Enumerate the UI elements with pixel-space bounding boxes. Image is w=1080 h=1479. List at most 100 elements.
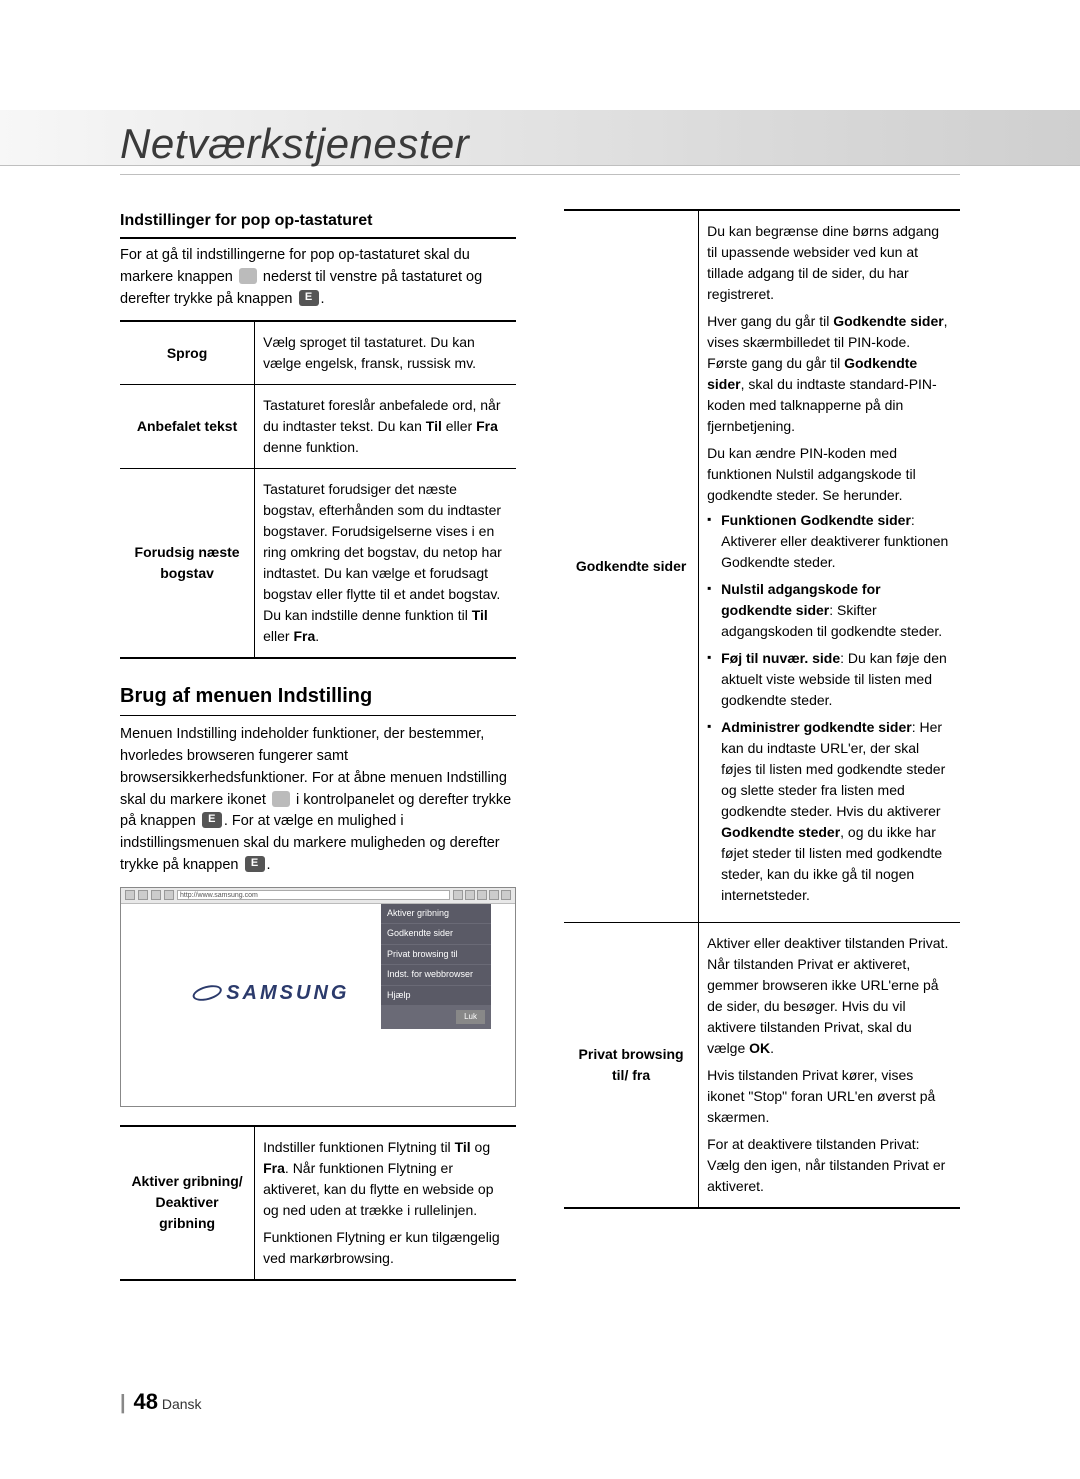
menu-item: Aktiver gribning [381, 904, 491, 925]
menu-item: Godkendte sider [381, 924, 491, 945]
table-val: Vælg sproget til tastaturet. Du kan vælg… [255, 321, 516, 385]
bold: Fra [293, 628, 315, 644]
table-val: Tastaturet forudsiger det næste bogstav,… [255, 469, 516, 659]
settings-menu: Aktiver gribning Godkendte sider Privat … [381, 904, 491, 1030]
security-settings-table: Godkendte sider Du kan begrænse dine bør… [564, 209, 960, 1209]
bold: Til [426, 418, 442, 434]
list-item: Administrer godkendte sider: Her kan du … [707, 717, 952, 906]
enter-button-icon [299, 290, 319, 306]
bold: Funktionen Godkendte sider [721, 512, 911, 528]
text-block: Hver gang du går til Godkendte sider, vi… [707, 311, 952, 437]
text: , skal du indtaste standard-PIN-koden me… [707, 376, 937, 434]
chapter-title: Netværkstjenester [120, 120, 960, 175]
keyboard-settings-table: Sprog Vælg sproget til tastaturet. Du ka… [120, 320, 516, 659]
logo-ellipse-icon [191, 982, 224, 1003]
browser-screenshot: http://www.samsung.com Aktiver gribning … [120, 887, 516, 1107]
table-row: Forudsig næste bogstav Tastaturet foruds… [120, 469, 516, 659]
table-val: Du kan begrænse dine børns adgang til up… [699, 210, 960, 923]
footer-bar-icon: | [120, 1392, 126, 1414]
text: Hver gang du går til [707, 313, 833, 329]
bold: OK [749, 1040, 770, 1056]
bold: Fra [476, 418, 498, 434]
bold: Administrer godkendte sider [721, 719, 912, 735]
text: . [770, 1040, 774, 1056]
table-key: Sprog [120, 321, 255, 385]
text: Indstiller funktionen Flytning til [263, 1139, 454, 1155]
menu-item: Hjælp [381, 986, 491, 1007]
page-footer: | 48 Dansk [120, 1389, 202, 1415]
section2-heading: Brug af menuen Indstilling [120, 681, 516, 716]
page: Netværkstjenester Indstillinger for pop … [0, 0, 1080, 1479]
text: . [267, 857, 271, 873]
enter-button-icon [202, 812, 222, 828]
section2-intro: Menuen Indstilling indeholder funktioner… [120, 724, 516, 876]
menu-close-row: Luk [381, 1006, 491, 1029]
text: eller [263, 628, 293, 644]
nav-icon [125, 890, 135, 900]
table-val: Aktiver eller deaktiver tilstanden Priva… [699, 923, 960, 1209]
text: Aktiver eller deaktiver tilstanden Priva… [707, 935, 948, 1056]
text: og [471, 1139, 490, 1155]
table-row: Godkendte sider Du kan begrænse dine bør… [564, 210, 960, 923]
bullet-list: Funktionen Godkendte sider: Aktiverer el… [707, 510, 952, 906]
content-columns: Indstillinger for pop op-tastaturet For … [120, 199, 960, 1295]
menu-item: Privat browsing til [381, 945, 491, 966]
nav-icon [138, 890, 148, 900]
table-key: Forudsig næste bogstav [120, 469, 255, 659]
url-bar: http://www.samsung.com [177, 890, 450, 900]
page-number: 48 [134, 1389, 158, 1414]
text: . [321, 291, 325, 307]
text: eller [442, 418, 476, 434]
section1-heading: Indstillinger for pop op-tastaturet [120, 209, 516, 239]
nav-icon [164, 890, 174, 900]
gear-icon [239, 268, 257, 284]
bold: Fra [263, 1160, 285, 1176]
bold: Til [455, 1139, 471, 1155]
bold: Godkendte steder [721, 824, 840, 840]
menu-item: Indst. for webbrowser [381, 965, 491, 986]
list-item: Nulstil adgangskode for godkendte sider:… [707, 579, 952, 642]
table-row: Anbefalet tekst Tastaturet foreslår anbe… [120, 385, 516, 469]
list-item: Føj til nuvær. side: Du kan føje den akt… [707, 648, 952, 711]
nav-icon [477, 890, 487, 900]
bold: Til [472, 607, 488, 623]
text: Du kan begrænse dine børns adgang til up… [707, 221, 952, 305]
table-key: Anbefalet tekst [120, 385, 255, 469]
samsung-logo: SAMSUNG [192, 978, 349, 1008]
table-val: Tastaturet foreslår anbefalede ord, når … [255, 385, 516, 469]
text: . Når funktionen Flytning er aktiveret, … [263, 1160, 493, 1218]
list-item: Funktionen Godkendte sider: Aktiverer el… [707, 510, 952, 573]
toolbar-right [453, 890, 511, 900]
text: For at deaktivere tilstanden Privat: Væl… [707, 1134, 952, 1197]
table-key: Aktiver gribning/ Deaktiver gribning [120, 1126, 255, 1280]
text-block: Aktiver eller deaktiver tilstanden Priva… [707, 933, 952, 1059]
left-column: Indstillinger for pop op-tastaturet For … [120, 199, 516, 1295]
close-button: Luk [456, 1010, 485, 1024]
nav-icon [489, 890, 499, 900]
nav-icon [501, 890, 511, 900]
section1-intro: For at gå til indstillingerne for pop op… [120, 245, 516, 310]
text: Hvis tilstanden Privat kører, vises ikon… [707, 1065, 952, 1128]
nav-icon [465, 890, 475, 900]
nav-icon [453, 890, 463, 900]
bold: Godkendte sider [833, 313, 943, 329]
page-lang: Dansk [162, 1396, 202, 1412]
text: . [315, 628, 319, 644]
table-key: Godkendte sider [564, 210, 699, 923]
table-row: Privat browsing til/ fra Aktiver eller d… [564, 923, 960, 1209]
right-column: Godkendte sider Du kan begrænse dine bør… [564, 199, 960, 1295]
browser-toolbar: http://www.samsung.com [121, 888, 515, 904]
table-val: Indstiller funktionen Flytning til Til o… [255, 1126, 516, 1280]
text: Tastaturet forudsiger det næste bogstav,… [263, 481, 502, 623]
settings-icon [272, 791, 290, 807]
table-row: Aktiver gribning/ Deaktiver gribning Ind… [120, 1126, 516, 1280]
text: Du kan ændre PIN-koden med funktionen Nu… [707, 443, 952, 506]
logo-text: SAMSUNG [226, 982, 349, 1004]
text: denne funktion. [263, 439, 359, 455]
nav-icon [151, 890, 161, 900]
table-row: Sprog Vælg sproget til tastaturet. Du ka… [120, 321, 516, 385]
text: Funktionen Flytning er kun tilgængelig v… [263, 1227, 508, 1269]
bold: Føj til nuvær. side [721, 650, 840, 666]
grab-setting-table: Aktiver gribning/ Deaktiver gribning Ind… [120, 1125, 516, 1281]
enter-button-icon [245, 856, 265, 872]
